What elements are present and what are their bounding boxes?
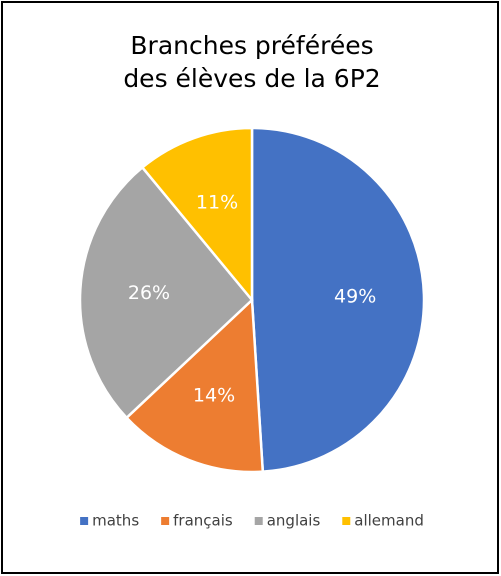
chart-title: Branches préférées [130, 31, 373, 60]
legend-label: français [173, 512, 233, 530]
legend-swatch [80, 517, 89, 525]
value-label: 49% [334, 285, 376, 307]
legend-swatch [342, 517, 351, 525]
value-label: 11% [196, 191, 238, 213]
pie-slice [140, 126, 254, 304]
chart-title: des élèves de la 6P2 [123, 64, 380, 93]
pie-slice [250, 126, 426, 473]
value-label: 26% [128, 282, 170, 304]
value-label: 14% [193, 384, 235, 406]
pie-slice [124, 297, 265, 474]
legend-label: allemand [354, 512, 424, 530]
legend-swatch [161, 517, 170, 525]
pie-slice [78, 165, 254, 420]
legend-swatch [254, 517, 263, 525]
legend-label: anglais [267, 512, 321, 530]
legend-label: maths [92, 512, 139, 530]
